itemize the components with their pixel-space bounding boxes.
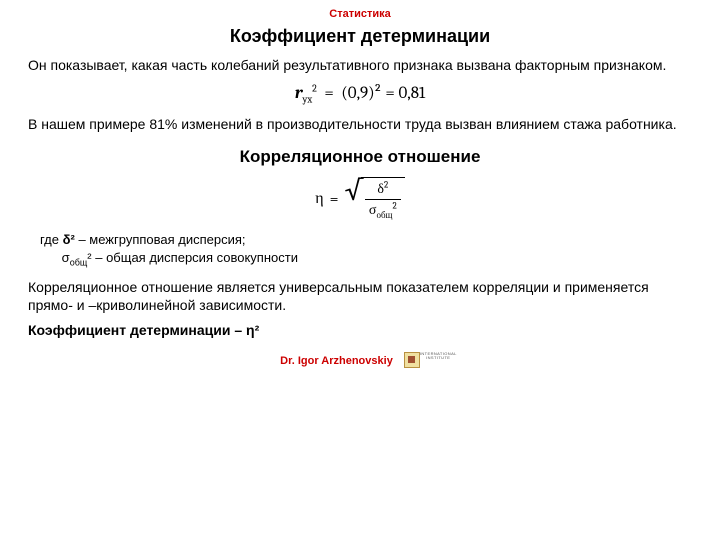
f2-num-sup: 2: [384, 180, 388, 190]
def2-base: σ: [62, 250, 70, 265]
f1-base: r: [295, 84, 303, 103]
logo-text: INTERNATIONAL INSTITUTE: [420, 352, 457, 360]
footer: Dr. Igor Arzhenovskiy INTERNATIONAL INST…: [28, 352, 692, 370]
fraction: δ2 σобщ2: [365, 180, 401, 221]
sqrt-icon: √ δ2 σобщ2: [345, 177, 405, 221]
definitions: где δ² – межгрупповая дисперсия; σобщ² –…: [40, 231, 692, 269]
paragraph-3: Корреляционное отношение является универ…: [28, 279, 692, 314]
paragraph-1: Он показывает, какая часть колебаний рез…: [28, 57, 692, 75]
f1-sub: yx: [303, 94, 313, 106]
def2-text: – общая дисперсия совокупности: [92, 250, 298, 265]
f2-den-sup: 2: [392, 201, 396, 211]
f1-sup: 2: [312, 83, 317, 95]
f2-eta: η: [315, 189, 323, 208]
header-small: Статистика: [28, 8, 692, 20]
slide-page: Статистика Коэффициент детерминации Он п…: [0, 0, 720, 374]
def2-sub: общ: [70, 258, 88, 268]
section-title-2: Корреляционное отношение: [28, 147, 692, 167]
footer-author: Dr. Igor Arzhenovskiy: [280, 355, 393, 367]
section-title-1: Коэффициент детерминации: [28, 26, 692, 47]
f2-num-base: δ: [377, 180, 384, 197]
paragraph-2: В нашем примере 81% изменений в производ…: [28, 116, 692, 134]
formula-correlation-ratio: η = √ δ2 σобщ2: [28, 177, 692, 221]
defs-prefix: где: [40, 232, 63, 247]
paragraph-4: Коэффициент детерминации – η²: [28, 322, 692, 340]
formula-determination: ryx2 = (0,9)² = 0,81: [28, 83, 692, 106]
f1-rhs: (0,9)² = 0,81: [341, 84, 425, 103]
def1-text: – межгрупповая дисперсия;: [75, 232, 246, 247]
f2-den-sub: общ: [376, 211, 392, 221]
logo-icon: INTERNATIONAL INSTITUTE: [404, 352, 440, 370]
